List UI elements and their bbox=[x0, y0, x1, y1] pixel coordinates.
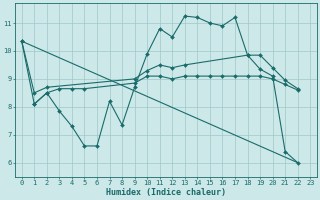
X-axis label: Humidex (Indice chaleur): Humidex (Indice chaleur) bbox=[106, 188, 226, 197]
